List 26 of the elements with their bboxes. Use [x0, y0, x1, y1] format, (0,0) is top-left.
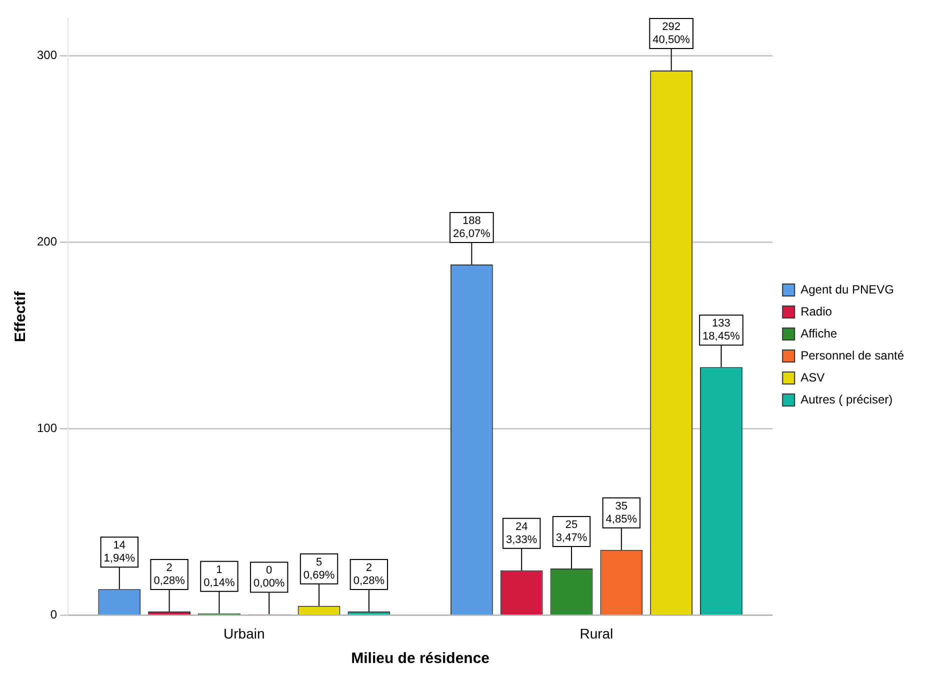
y-tick-label: 0: [50, 608, 58, 622]
data-label: 133 18,45%: [702, 318, 740, 343]
y-tick-label: 100: [36, 420, 58, 435]
legend-label: Radio: [800, 304, 832, 318]
y-axis-title: Effectif: [12, 290, 30, 342]
data-label: 14 1,94%: [104, 540, 136, 565]
legend-label: Affiche: [800, 326, 838, 340]
legend-label: Agent du PNEVG: [800, 282, 894, 296]
data-label: 35 4,85%: [606, 500, 638, 526]
x-tick-label: Rural: [580, 625, 614, 642]
data-label: 2 0,28%: [154, 562, 186, 587]
y-tick-label: 200: [36, 234, 58, 248]
data-label: 5 0,69%: [303, 556, 335, 582]
data-label: 1 0,14%: [204, 564, 236, 589]
x-axis-title: Milieu de résidence: [351, 650, 490, 668]
data-label: 0 0,00%: [254, 564, 285, 590]
data-label: 25 3,47%: [556, 519, 588, 544]
y-tick-label: 300: [36, 48, 58, 62]
data-label: 2 0,28%: [353, 562, 385, 587]
legend-label: ASV: [800, 370, 825, 384]
data-label: 292 40,50%: [652, 20, 690, 46]
data-label: 188 26,07%: [453, 214, 491, 240]
data-label: 24 3,33%: [506, 520, 538, 546]
legend-label: Personnel de santé: [800, 348, 904, 362]
legend-label: Autres ( préciser): [800, 392, 893, 406]
x-tick-label: Urbain: [224, 625, 265, 642]
